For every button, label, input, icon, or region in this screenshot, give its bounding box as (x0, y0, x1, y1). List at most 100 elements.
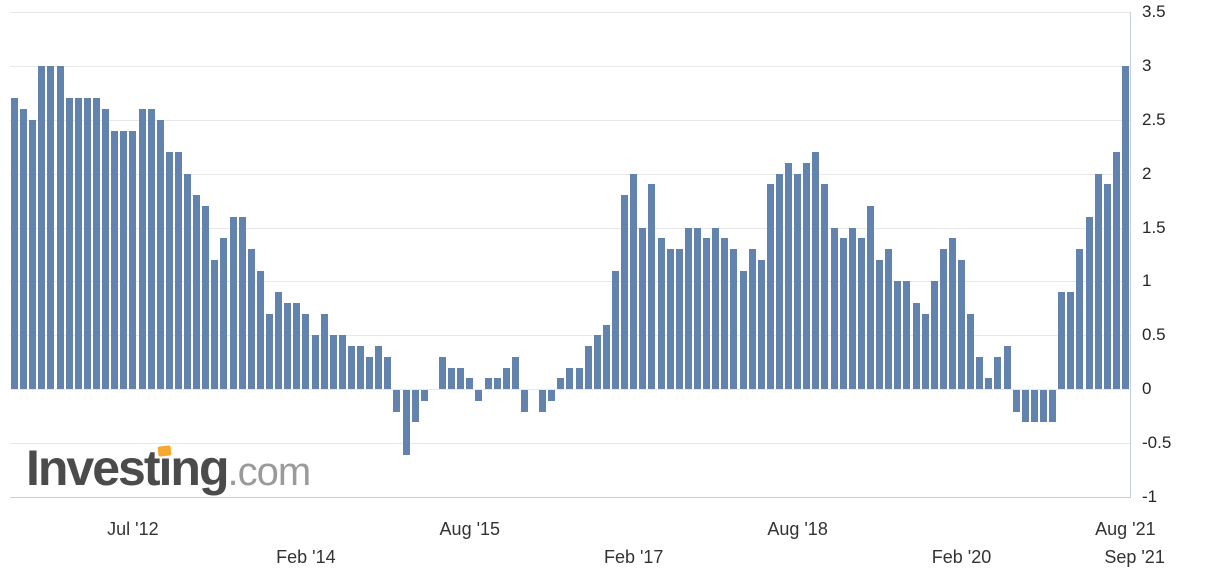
bar (1103, 184, 1111, 390)
bar (193, 195, 201, 390)
bar (584, 346, 592, 390)
y-axis: 3.5 3 2.5 2 1.5 1 0.5 0 -0.5 -1 (1142, 3, 1212, 506)
bar (730, 249, 738, 390)
bar (1085, 216, 1093, 390)
bar (475, 390, 483, 401)
bar (229, 216, 237, 390)
bar (466, 378, 474, 390)
y-axis-label: 1 (1142, 271, 1152, 290)
bar (612, 270, 620, 390)
bar (256, 270, 264, 390)
bar (102, 109, 110, 390)
x-axis-line (10, 497, 1130, 498)
bar (120, 130, 128, 390)
bar (903, 281, 911, 390)
bar (293, 303, 301, 390)
bar (1067, 292, 1075, 390)
logo[interactable]: Invest ıng.com (26, 439, 311, 497)
gridline (10, 174, 1130, 175)
bar (502, 367, 510, 390)
y-axis-label: -1 (1142, 487, 1158, 506)
bar (93, 98, 101, 390)
bar (976, 356, 984, 390)
bar (939, 249, 947, 390)
bar (866, 206, 874, 390)
bar (202, 206, 210, 390)
bar (785, 162, 793, 390)
bar (156, 119, 164, 390)
bar (366, 356, 374, 390)
bar (420, 390, 428, 401)
right-axis-line (1130, 12, 1131, 498)
y-axis-label: 2.5 (1142, 110, 1166, 129)
bar (721, 238, 729, 390)
bar (357, 346, 365, 390)
bar (74, 98, 82, 390)
y-axis-label: 2 (1142, 164, 1152, 183)
bar (912, 303, 920, 390)
bar (165, 152, 173, 390)
bar (657, 238, 665, 390)
gridline (10, 228, 1130, 229)
x-axis-label: Jul '12 (107, 519, 159, 539)
bar (876, 259, 884, 390)
bar (338, 335, 346, 390)
plot-area[interactable] (10, 12, 1131, 498)
bar (930, 281, 938, 390)
x-axis-label: Sep '21 (1104, 547, 1165, 567)
bar (739, 270, 747, 390)
bar (1030, 390, 1038, 423)
bar (493, 378, 501, 390)
bar (375, 346, 383, 390)
bar (284, 303, 292, 390)
gridline (10, 443, 1130, 444)
bar (211, 259, 219, 390)
bar (675, 249, 683, 390)
bar (666, 249, 674, 390)
bar (648, 184, 656, 390)
bar (593, 335, 601, 390)
bar (457, 367, 465, 390)
bar (511, 356, 519, 390)
bar (967, 313, 975, 390)
bar (238, 216, 246, 390)
bar (630, 173, 638, 390)
bar (775, 173, 783, 390)
bar (484, 378, 492, 390)
bar (693, 227, 701, 390)
bar (111, 130, 119, 390)
bar (329, 335, 337, 390)
bar (439, 356, 447, 390)
bar (821, 184, 829, 390)
bar (247, 249, 255, 390)
gridline (10, 12, 1130, 13)
bar (894, 281, 902, 390)
bar (20, 109, 28, 390)
bar (1021, 390, 1029, 423)
logo-text-main: Invest ıng (26, 440, 230, 496)
bar (1121, 65, 1129, 390)
bar (1012, 390, 1020, 412)
y-axis-label: 3 (1142, 56, 1152, 75)
bar (83, 98, 91, 390)
y-axis-label: 1.5 (1142, 218, 1166, 237)
x-axis-label: Feb '14 (276, 547, 336, 567)
bar (703, 238, 711, 390)
gridline (10, 66, 1130, 67)
bar (958, 259, 966, 390)
bar (766, 184, 774, 390)
gridline (10, 120, 1130, 121)
bar (885, 249, 893, 390)
x-axis-label: Aug '21 (1095, 519, 1156, 539)
bar (29, 119, 37, 390)
y-axis-label: -0.5 (1142, 433, 1172, 452)
bar (848, 227, 856, 390)
bar (275, 292, 283, 390)
bar (184, 173, 192, 390)
bar (639, 227, 647, 390)
bar (1049, 390, 1057, 423)
bar (220, 238, 228, 390)
bar (65, 98, 73, 390)
bar (448, 367, 456, 390)
